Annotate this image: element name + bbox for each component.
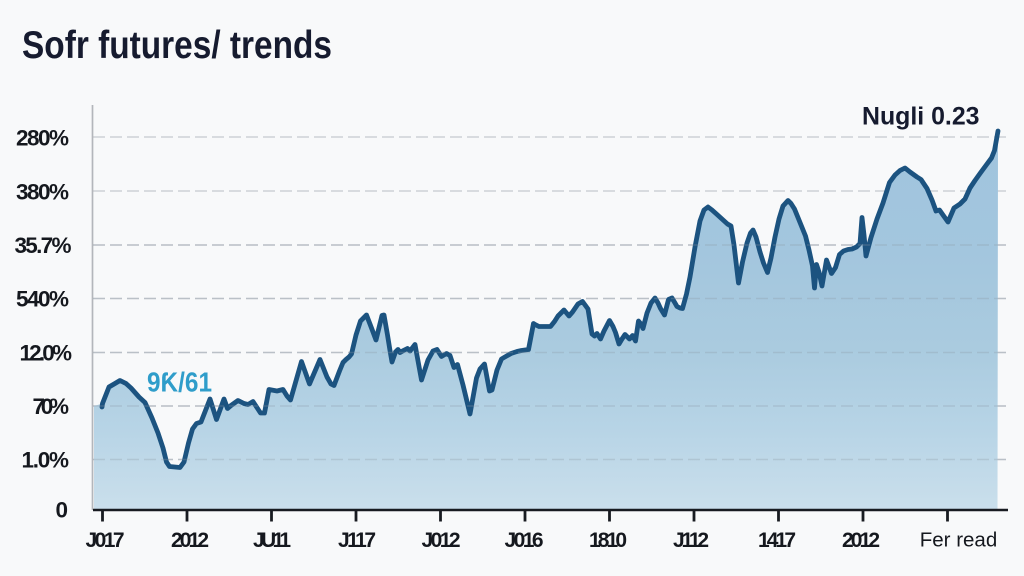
svg-text:Fer read: Fer read	[920, 529, 997, 552]
svg-text:2012: 2012	[842, 529, 880, 552]
svg-text:1.0%: 1.0%	[22, 448, 70, 473]
svg-text:70%: 70%	[33, 394, 70, 419]
svg-text:J117: J117	[338, 529, 376, 552]
svg-text:JU11: JU11	[253, 529, 291, 552]
svg-text:Sofr futures/ trends: Sofr futures/ trends	[22, 24, 332, 67]
svg-text:380%: 380%	[16, 180, 69, 205]
svg-text:12.0%: 12.0%	[20, 341, 73, 366]
svg-text:1417: 1417	[758, 529, 796, 552]
svg-text:280%: 280%	[16, 126, 69, 151]
svg-text:J017: J017	[86, 529, 125, 552]
svg-text:Nugli 0.23: Nugli 0.23	[862, 103, 980, 131]
svg-text:540%: 540%	[16, 287, 69, 312]
svg-text:J016: J016	[505, 529, 544, 552]
svg-text:35.7%: 35.7%	[15, 233, 72, 258]
svg-text:2012: 2012	[171, 529, 209, 552]
svg-text:J012: J012	[422, 529, 461, 552]
svg-text:9Ƙ/61: 9Ƙ/61	[147, 367, 212, 398]
svg-text:0: 0	[56, 498, 69, 523]
svg-text:1810: 1810	[589, 529, 627, 552]
svg-text:J112: J112	[673, 529, 709, 552]
